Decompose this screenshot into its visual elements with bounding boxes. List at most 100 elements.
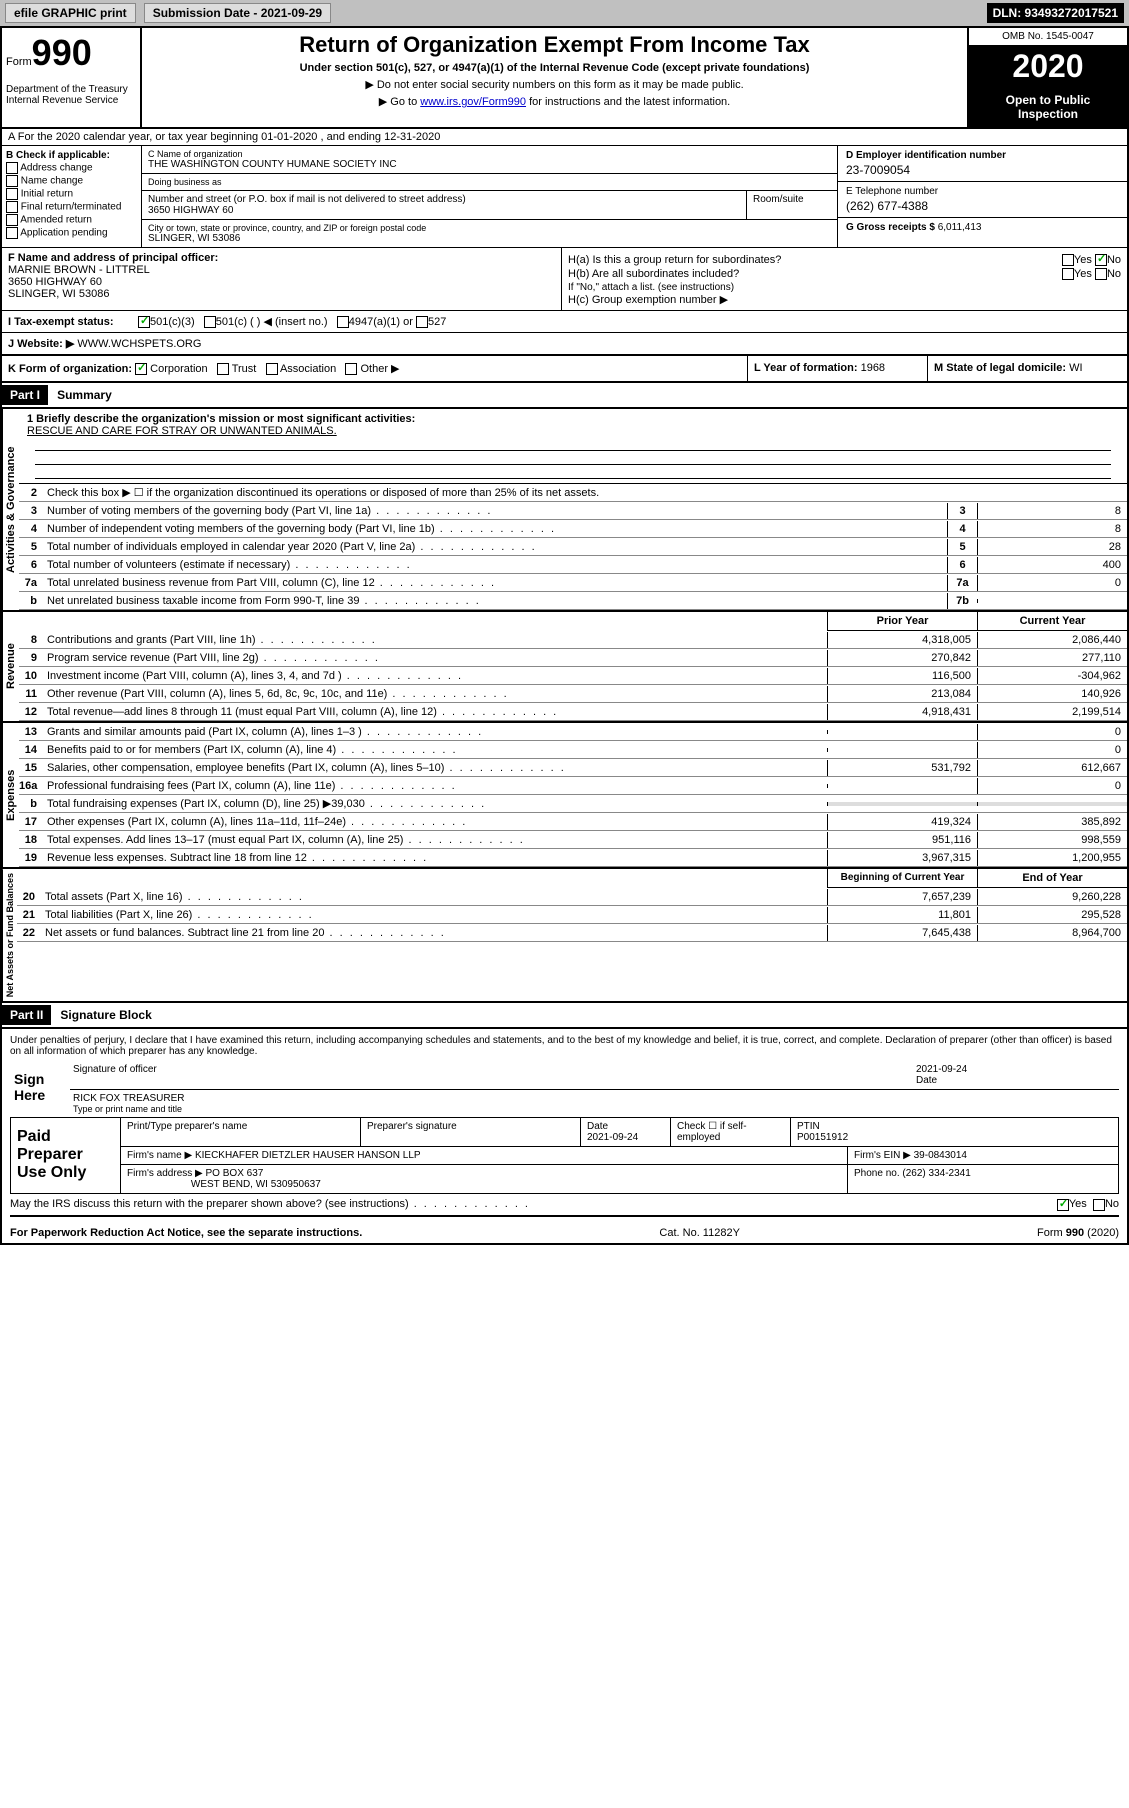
- part2-title: Signature Block: [60, 1008, 151, 1022]
- line-20: 20 Total assets (Part X, line 16) 7,657,…: [17, 888, 1127, 906]
- opt-527: 527: [428, 316, 446, 328]
- footer-mid: Cat. No. 11282Y: [659, 1227, 740, 1239]
- exp-content: 13 Grants and similar amounts paid (Part…: [19, 723, 1127, 867]
- form990-link[interactable]: www.irs.gov/Form990: [420, 96, 526, 108]
- note2-post: for instructions and the latest informat…: [526, 96, 730, 108]
- header: Form990 Department of the Treasury Inter…: [2, 28, 1127, 129]
- ln-current: 0: [977, 778, 1127, 794]
- submission-date-button[interactable]: Submission Date - 2021-09-29: [144, 3, 331, 23]
- ln-num: 7a: [19, 577, 43, 589]
- chk-final-return[interactable]: Final return/terminated: [6, 201, 137, 213]
- line-9: 9 Program service revenue (Part VIII, li…: [19, 649, 1127, 667]
- ln-current: 295,528: [977, 907, 1127, 923]
- city-value: SLINGER, WI 53086: [148, 233, 831, 244]
- sig-officer-label: Signature of officer: [73, 1064, 916, 1086]
- line-19: 19 Revenue less expenses. Subtract line …: [19, 849, 1127, 867]
- ha-yes: Yes: [1074, 254, 1092, 266]
- chk-address-change[interactable]: Address change: [6, 162, 137, 174]
- sig-date-lbl: Date: [916, 1075, 937, 1086]
- part2-header: Part II Signature Block: [2, 1003, 1127, 1029]
- gross-box: G Gross receipts $ 6,011,413: [838, 218, 1127, 237]
- ln-num: b: [19, 595, 43, 607]
- m-value: WI: [1069, 362, 1082, 374]
- gov-content: 1 Briefly describe the organization's mi…: [19, 409, 1127, 610]
- ln-text: Net unrelated business taxable income fr…: [43, 593, 947, 609]
- note-goto: ▶ Go to www.irs.gov/Form990 for instruct…: [152, 95, 957, 108]
- prep-sig-label: Preparer's signature: [361, 1118, 581, 1146]
- ln-text: Contributions and grants (Part VIII, lin…: [43, 632, 827, 648]
- ln-current: 0: [977, 742, 1127, 758]
- chk-amended[interactable]: Amended return: [6, 214, 137, 226]
- chk-trust[interactable]: [217, 363, 229, 375]
- hb-row: H(b) Are all subordinates included? Yes …: [568, 268, 1121, 280]
- ln-prior: [827, 748, 977, 752]
- fnl: Firm's name ▶: [127, 1150, 192, 1161]
- chk-501c[interactable]: [204, 316, 216, 328]
- ln-text: Other revenue (Part VIII, column (A), li…: [43, 686, 827, 702]
- ln-prior: 4,318,005: [827, 632, 977, 648]
- ln-text: Other expenses (Part IX, column (A), lin…: [43, 814, 827, 830]
- phone-box: E Telephone number (262) 677-4388: [838, 182, 1127, 218]
- chk-initial-return[interactable]: Initial return: [6, 188, 137, 200]
- ln-current: 612,667: [977, 760, 1127, 776]
- officer-addr1: 3650 HIGHWAY 60: [8, 276, 555, 288]
- chk-other[interactable]: [345, 363, 357, 375]
- opt-trust: Trust: [232, 363, 257, 375]
- line-6: 6 Total number of volunteers (estimate i…: [19, 556, 1127, 574]
- efile-button[interactable]: efile GRAPHIC print: [5, 3, 136, 23]
- hb-yes: Yes: [1074, 268, 1092, 280]
- ln-box: 3: [947, 503, 977, 519]
- opt-init: Initial return: [21, 189, 73, 200]
- opt-501c: 501(c) ( ) ◀ (insert no.): [216, 315, 328, 328]
- gross-label: G Gross receipts $: [846, 222, 935, 233]
- chk-501c3[interactable]: [138, 316, 150, 328]
- row-a: A For the 2020 calendar year, or tax yea…: [2, 129, 1127, 146]
- hb-note: If "No," attach a list. (see instruction…: [568, 282, 1121, 293]
- fa1: PO BOX 637: [206, 1168, 264, 1179]
- j-label: J Website: ▶: [8, 338, 74, 350]
- prep-check-label: Check ☐ if self-employed: [671, 1118, 791, 1146]
- chk-name-change[interactable]: Name change: [6, 175, 137, 187]
- ein-value: 23-7009054: [846, 163, 1119, 177]
- street-box: Number and street (or P.O. box if mail i…: [142, 191, 747, 219]
- ln-num: 12: [19, 706, 43, 718]
- chk-pending[interactable]: Application pending: [6, 227, 137, 239]
- k-label: K Form of organization:: [8, 363, 132, 375]
- firm-name-cell: Firm's name ▶ KIECKHAFER DIETZLER HAUSER…: [121, 1147, 848, 1164]
- ln-text: Grants and similar amounts paid (Part IX…: [43, 724, 827, 740]
- ln-text: Total unrelated business revenue from Pa…: [43, 575, 947, 591]
- opt-pend: Application pending: [20, 228, 107, 239]
- ln-text: Total number of individuals employed in …: [43, 539, 947, 555]
- chk-corp[interactable]: [135, 363, 147, 375]
- ln-num: b: [19, 798, 43, 810]
- ln-num: 4: [19, 523, 43, 535]
- ein-label: D Employer identification number: [846, 150, 1119, 161]
- opt-name: Name change: [21, 176, 83, 187]
- chk-4947[interactable]: [337, 316, 349, 328]
- current-year-header: Current Year: [977, 612, 1127, 631]
- l-value: 1968: [861, 362, 885, 374]
- chk-discuss-yes[interactable]: [1057, 1199, 1069, 1211]
- ln-prior: [827, 802, 977, 806]
- chk-527[interactable]: [416, 316, 428, 328]
- ln-num: 8: [19, 634, 43, 646]
- line-b: b Total fundraising expenses (Part IX, c…: [19, 795, 1127, 813]
- chk-discuss-no[interactable]: [1093, 1199, 1105, 1211]
- part1-header: Part I Summary: [2, 383, 1127, 409]
- ha-label: H(a) Is this a group return for subordin…: [568, 254, 781, 266]
- ln-num: 21: [17, 909, 41, 921]
- chk-assoc[interactable]: [266, 363, 278, 375]
- ln-text: Benefits paid to or for members (Part IX…: [43, 742, 827, 758]
- ln-prior: 951,116: [827, 832, 977, 848]
- penalty-text: Under penalties of perjury, I declare th…: [10, 1035, 1119, 1057]
- city-label: City or town, state or province, country…: [148, 223, 831, 233]
- opt-amend: Amended return: [20, 215, 92, 226]
- ln-val: 0: [977, 575, 1127, 591]
- prior-year-header: Prior Year: [827, 612, 977, 631]
- opt-final: Final return/terminated: [21, 202, 122, 213]
- ln-num: 20: [17, 891, 41, 903]
- ln-prior: [827, 730, 977, 734]
- fel: Firm's EIN ▶: [854, 1150, 911, 1161]
- ein-box: D Employer identification number 23-7009…: [838, 146, 1127, 182]
- ln-text: Program service revenue (Part VIII, line…: [43, 650, 827, 666]
